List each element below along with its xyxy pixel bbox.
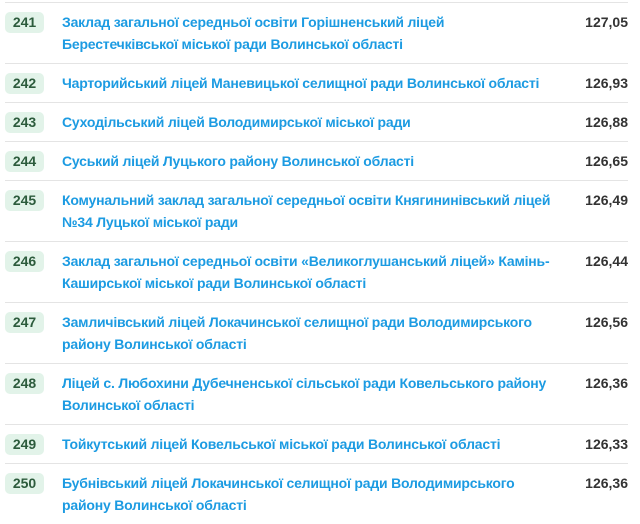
list-item: 242 Чарторийський ліцей Маневицької селищ… [5,64,628,103]
score: 126,56 [585,314,628,330]
rank-badge: 242 [5,73,44,94]
list-item: 247 Замличівський ліцей Локачинської сели… [5,303,628,364]
school-link[interactable]: Заклад загальної середньої освіти «Велик… [62,253,550,291]
rank-badge: 249 [5,434,44,455]
score: 126,36 [585,375,628,391]
rank-badge: 248 [5,373,44,394]
score: 126,88 [585,114,628,130]
list-item: 249 Тойкутський ліцей Ковельської міської… [5,425,628,464]
rank-badge: 241 [5,12,44,33]
school-link[interactable]: Суський ліцей Луцького району Волинської… [62,153,414,169]
school-link[interactable]: Бубнівський ліцей Локачинської селищної … [62,475,515,513]
school-link[interactable]: Ліцей с. Любохини Дубечненської сільсько… [62,375,547,413]
school-link[interactable]: Суходільський ліцей Володимирської міськ… [62,114,411,130]
list-item: 243 Суходільський ліцей Володимирської мі… [5,103,628,142]
list-item: 250 Бубнівський ліцей Локачинської селищн… [5,464,628,524]
list-item: 245 Комунальний заклад загальної середньо… [5,181,628,242]
score: 126,49 [585,192,628,208]
score: 127,05 [585,14,628,30]
list-item: 246 Заклад загальної середньої освіти «Ве… [5,242,628,303]
school-link[interactable]: Комунальний заклад загальної середньої о… [62,192,551,230]
school-link[interactable]: Тойкутський ліцей Ковельської міської ра… [62,436,501,452]
score: 126,65 [585,153,628,169]
score: 126,44 [585,253,628,269]
rank-badge: 243 [5,112,44,133]
rank-badge: 244 [5,151,44,172]
rank-badge: 247 [5,312,44,333]
list-item: 244 Суський ліцей Луцького району Волинсь… [5,142,628,181]
list-item: 241 Заклад загальної середньої освіти Гор… [5,3,628,64]
rank-badge: 246 [5,251,44,272]
school-link[interactable]: Замличівський ліцей Локачинської селищно… [62,314,532,352]
school-link[interactable]: Заклад загальної середньої освіти Горішн… [62,14,445,52]
list-item: 248 Ліцей с. Любохини Дубечненської сільс… [5,364,628,425]
score: 126,33 [585,436,628,452]
rank-badge: 245 [5,190,44,211]
school-link[interactable]: Чарторийський ліцей Маневицької селищної… [62,75,540,91]
rank-badge: 250 [5,473,44,494]
score: 126,36 [585,475,628,491]
score: 126,93 [585,75,628,91]
ranking-list: 241 Заклад загальної середньої освіти Гор… [5,2,628,524]
